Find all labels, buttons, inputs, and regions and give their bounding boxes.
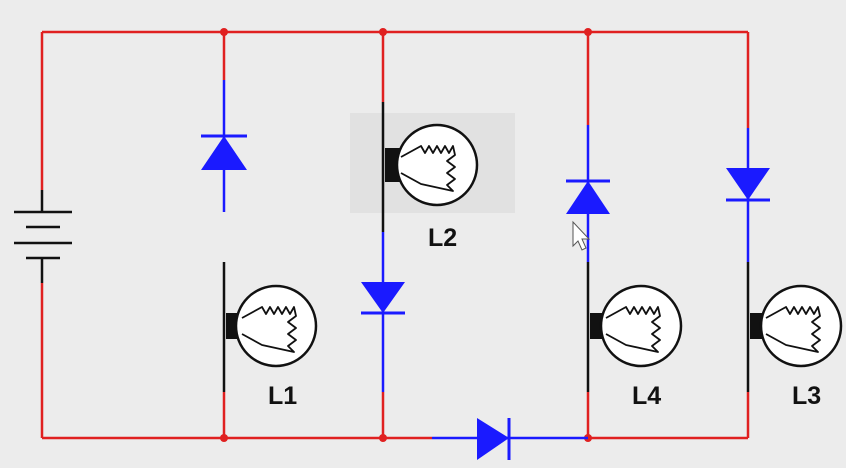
lamp-l4-label: L4 bbox=[632, 382, 661, 410]
lamp-l1[interactable]: L1 bbox=[226, 284, 318, 410]
lamp-icon bbox=[234, 284, 318, 368]
lamp-l4[interactable]: L4 bbox=[590, 284, 683, 410]
lamp-l2[interactable]: L2 bbox=[385, 123, 479, 252]
lamp-icon bbox=[599, 284, 683, 368]
junction-nodes bbox=[220, 28, 592, 442]
lamp-icon bbox=[395, 123, 479, 207]
lamp-l3[interactable]: L3 bbox=[750, 284, 843, 410]
lamp-icon bbox=[759, 284, 843, 368]
red-wires bbox=[40, 30, 750, 440]
diode-2[interactable] bbox=[361, 232, 405, 392]
lamp-l1-label: L1 bbox=[268, 382, 297, 410]
lamp-l2-label: L2 bbox=[428, 224, 457, 252]
diode-3[interactable] bbox=[726, 128, 770, 262]
battery-icon[interactable] bbox=[14, 190, 72, 283]
lamp-l3-label: L3 bbox=[792, 382, 821, 410]
mouse-pointer-icon bbox=[572, 220, 591, 251]
diode-1[interactable] bbox=[201, 80, 247, 212]
diode-5[interactable] bbox=[432, 418, 588, 460]
